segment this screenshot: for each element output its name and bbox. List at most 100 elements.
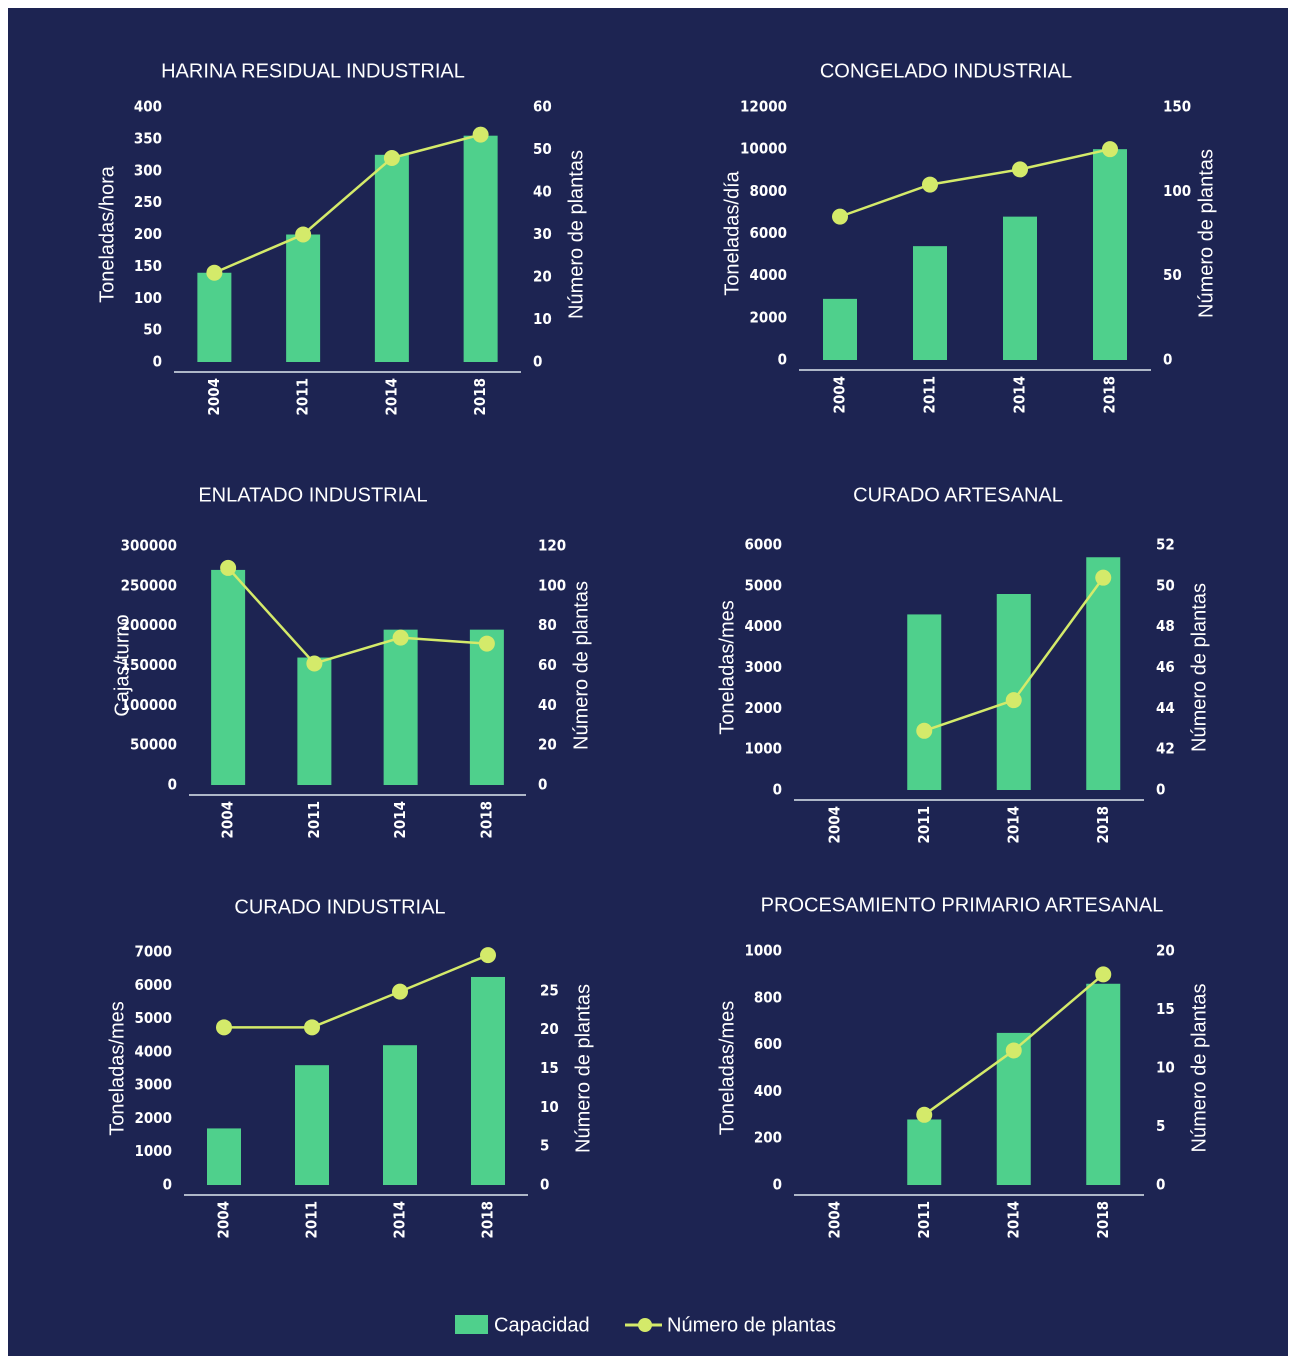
bar: [463, 135, 498, 362]
y2-tick-label: 50: [533, 140, 552, 158]
y-axis-label: Cajas/turno: [111, 614, 133, 716]
y-tick-label: 150000: [121, 656, 177, 674]
y2-tick-label: 0: [1163, 351, 1172, 369]
y2-tick-label: 20: [1156, 942, 1175, 960]
line: [224, 953, 489, 1029]
y-tick-label: 4000: [744, 617, 782, 635]
y-tick-label: 2000: [744, 699, 782, 717]
x-tick-label: 2014: [1011, 376, 1029, 414]
y2-tick-label: 5: [540, 1137, 549, 1155]
line-point: [480, 947, 496, 964]
line-point: [1005, 692, 1022, 709]
y-tick-label: 1000: [744, 942, 782, 960]
bar: [469, 629, 504, 785]
chart-title: CURADO ARTESANAL: [853, 484, 1063, 506]
y-tick-label: 50000: [130, 736, 177, 754]
y-tick-label: 3000: [134, 1076, 172, 1094]
legend-swatch-dot: [638, 1318, 652, 1332]
y-tick-label: 400: [754, 1082, 782, 1100]
x-tick-label: 2014: [1004, 1201, 1022, 1239]
bar: [374, 154, 409, 362]
y2-tick-label: 30: [533, 225, 552, 243]
line-point: [383, 150, 400, 166]
line-point: [916, 1106, 933, 1123]
line-point: [1012, 161, 1028, 178]
y-tick-label: 5000: [134, 1009, 172, 1027]
bar: [1086, 983, 1121, 1185]
y2-tick-label: 0: [540, 1176, 549, 1194]
y-tick-label: 5000: [744, 576, 782, 594]
chart-title: CURADO INDUSTRIAL: [234, 896, 445, 918]
y-tick-label: 300: [134, 161, 162, 179]
y-tick-label: 8000: [749, 182, 787, 200]
y2-tick-label: 48: [1156, 617, 1175, 635]
chart-title: PROCESAMIENTO PRIMARIO ARTESANAL: [761, 894, 1164, 916]
line: [839, 147, 1111, 218]
y-tick-label: 10000: [740, 140, 787, 158]
y-tick-label: 7000: [134, 943, 172, 961]
y2-tick-label: 44: [1156, 699, 1175, 717]
bar: [297, 657, 332, 785]
chart-title: HARINA RESIDUAL INDUSTRIAL: [161, 60, 465, 82]
line-point: [922, 176, 938, 193]
y-axis-label: Toneladas/día: [721, 170, 743, 295]
y2-tick-label: 10: [1156, 1059, 1175, 1077]
x-tick-label: 2011: [915, 806, 933, 844]
line-point: [220, 559, 237, 576]
chart-title: CONGELADO INDUSTRIAL: [820, 60, 1072, 82]
y2-tick-label: 150: [1163, 98, 1191, 116]
y-tick-label: 0: [168, 776, 177, 794]
line-point: [478, 635, 495, 652]
x-tick-label: 2004: [825, 806, 843, 844]
y-tick-label: 0: [163, 1176, 172, 1194]
y-tick-label: 0: [773, 781, 782, 799]
line-point: [1095, 569, 1112, 586]
x-tick-label: 2014: [391, 1201, 409, 1239]
y2-tick-label: 0: [538, 776, 547, 794]
y2-tick-label: 40: [533, 183, 552, 201]
x-tick-label: 2004: [215, 1201, 233, 1239]
y2-tick-label: 25: [540, 981, 559, 999]
y2-tick-label: 100: [1163, 182, 1191, 200]
y-tick-label: 1000: [744, 740, 782, 758]
y2-axis-label: Número de plantas: [570, 581, 592, 750]
x-tick-label: 2018: [479, 1201, 497, 1239]
y2-tick-label: 46: [1156, 658, 1175, 676]
y-tick-label: 250: [134, 193, 162, 211]
x-tick-label: 2018: [1094, 806, 1112, 844]
y-axis-label: Toneladas/mes: [716, 600, 738, 735]
x-tick-label: 2014: [391, 801, 409, 839]
x-tick-label: 2018: [477, 801, 495, 839]
y-axis-label: Toneladas/mes: [716, 1001, 738, 1136]
y-tick-label: 3000: [744, 658, 782, 676]
line-point: [304, 1019, 320, 1036]
legend-label: Número de plantas: [667, 1314, 836, 1336]
y2-tick-label: 20: [533, 268, 552, 286]
y-tick-label: 4000: [749, 266, 787, 284]
y2-axis-label: Número de plantas: [565, 150, 587, 319]
bar: [1003, 216, 1037, 360]
y2-axis-label: Número de plantas: [572, 984, 594, 1153]
y-tick-label: 2000: [134, 1109, 172, 1127]
y2-tick-label: 42: [1156, 740, 1175, 758]
line-point: [295, 226, 312, 243]
bar: [211, 569, 246, 785]
y-tick-label: 0: [153, 353, 162, 371]
line: [213, 133, 481, 274]
bar: [823, 298, 857, 360]
line: [227, 567, 487, 665]
y2-tick-label: 60: [533, 98, 552, 116]
y2-tick-label: 0: [1156, 781, 1165, 799]
y2-tick-label: 0: [533, 353, 542, 371]
y2-tick-label: 80: [538, 616, 557, 634]
y-tick-label: 6000: [134, 976, 172, 994]
y-tick-label: 200: [754, 1129, 782, 1147]
line-point: [216, 1019, 232, 1036]
chart-title: ENLATADO INDUSTRIAL: [198, 484, 427, 506]
line-point: [916, 722, 933, 739]
y2-tick-label: 15: [540, 1059, 559, 1077]
y-tick-label: 800: [754, 988, 782, 1006]
y-tick-label: 150: [134, 257, 162, 275]
y-tick-label: 350: [134, 129, 162, 147]
